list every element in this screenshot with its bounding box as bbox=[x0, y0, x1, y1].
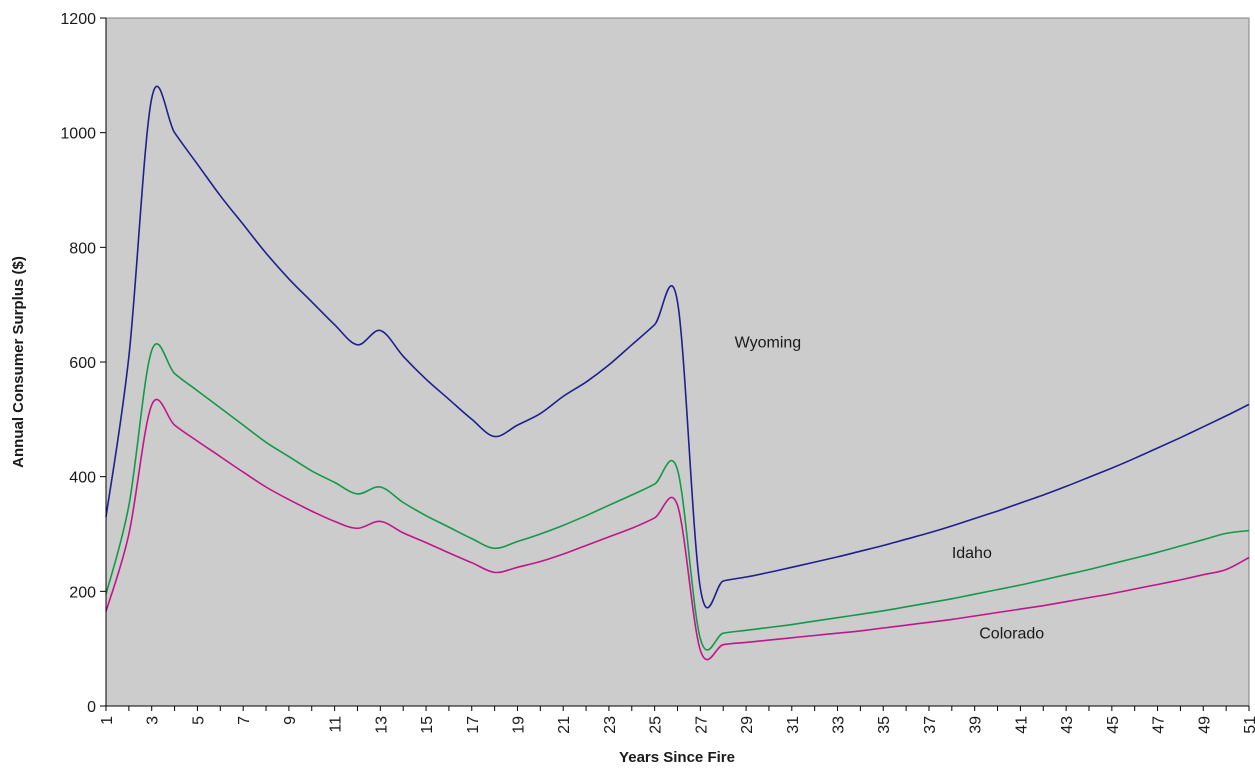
x-tick-label: 25 bbox=[648, 716, 665, 734]
y-tick-label: 0 bbox=[87, 699, 96, 716]
x-tick-label: 31 bbox=[785, 716, 802, 734]
series-line-wyoming bbox=[105, 85, 1250, 609]
x-tick-label: 5 bbox=[190, 716, 207, 725]
x-tick-label: 35 bbox=[876, 716, 893, 734]
x-tick-label: 39 bbox=[968, 716, 985, 734]
x-tick-label: 49 bbox=[1196, 716, 1213, 734]
series-labels: Wyoming Idaho Colorado bbox=[735, 335, 1045, 643]
y-tick-label: 800 bbox=[69, 240, 96, 257]
x-tick-label: 37 bbox=[922, 716, 939, 734]
y-axis-title: Annual Consumer Surplus ($) bbox=[10, 256, 27, 468]
x-tick-label: 1 bbox=[99, 716, 116, 725]
y-tick-label: 600 bbox=[69, 355, 96, 372]
x-tick-label: 47 bbox=[1151, 716, 1168, 734]
x-tick-label: 27 bbox=[693, 716, 710, 734]
x-tick-label: 51 bbox=[1242, 716, 1255, 734]
x-tick-label: 41 bbox=[1013, 716, 1030, 734]
x-tick-label: 33 bbox=[831, 716, 848, 734]
plot-area bbox=[105, 17, 1250, 707]
x-tick-label: 43 bbox=[1059, 716, 1076, 734]
series-line-colorado bbox=[105, 398, 1250, 661]
y-axis-ticks: 0 200 400 600 800 1000 1200 bbox=[60, 11, 106, 716]
y-tick-label: 400 bbox=[69, 470, 96, 487]
x-tick-label: 19 bbox=[510, 716, 527, 734]
x-tick-label: 7 bbox=[236, 716, 253, 725]
y-tick-label: 1000 bbox=[60, 126, 96, 143]
series-line-idaho bbox=[105, 342, 1250, 651]
x-tick-label: 13 bbox=[373, 716, 390, 734]
x-tick-label: 11 bbox=[328, 716, 345, 733]
x-axis-title: Years Since Fire bbox=[619, 749, 735, 766]
x-tick-label: 3 bbox=[145, 716, 162, 725]
x-tick-label: 23 bbox=[602, 716, 619, 734]
x-tick-label: 45 bbox=[1105, 716, 1122, 734]
series-label-colorado: Colorado bbox=[979, 625, 1044, 642]
x-axis-ticks: 1 3 5 7 9 11 13 15 17 19 21 23 25 27 29 31 33 35 37 39 41 43 4… bbox=[99, 706, 1255, 734]
x-tick-label: 21 bbox=[556, 716, 573, 734]
series-label-wyoming: Wyoming bbox=[735, 335, 802, 352]
x-tick-label: 29 bbox=[739, 716, 756, 734]
y-tick-label: 200 bbox=[69, 584, 96, 601]
x-tick-label: 9 bbox=[282, 716, 299, 725]
series-label-idaho: Idaho bbox=[952, 545, 992, 562]
x-tick-label: 17 bbox=[465, 716, 482, 734]
y-tick-label: 1200 bbox=[60, 11, 96, 28]
series-lines bbox=[105, 85, 1250, 661]
x-tick-label: 15 bbox=[419, 716, 436, 734]
